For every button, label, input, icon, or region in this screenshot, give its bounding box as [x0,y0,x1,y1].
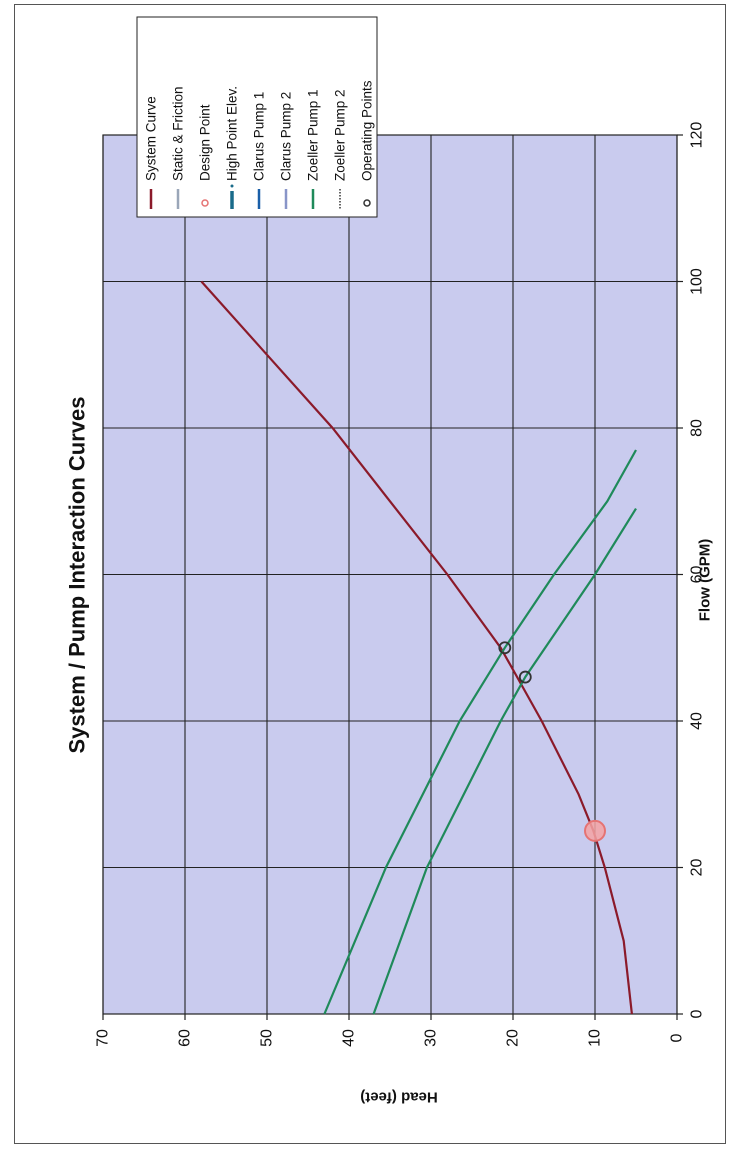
legend-symbol [230,184,234,188]
legend-symbol [363,199,371,207]
x-tick-label: 120 [689,122,706,149]
legend-label: System Curve [144,96,159,181]
series-line-zoeller-pump-1 [323,449,637,1015]
x-tick-label: 100 [689,268,706,295]
legend-label: Zoeller Pump 2 [333,89,348,181]
chart-title: System / Pump Interaction Curves [65,397,90,754]
y-tick-label: 30 [423,1029,440,1047]
legend: System Curve Static & Friction Design Poin… [136,16,378,218]
x-tick-label: 20 [689,859,706,877]
series-line-zoeller-pump-2 [372,508,637,1015]
y-tick-label: 70 [95,1029,112,1047]
legend-label: Operating Points [360,80,375,181]
series-line-system-curve [200,280,633,1015]
operating-point-marker [518,670,532,684]
x-tick-label: 40 [689,712,706,730]
chart-frame: 0 20 40 60 80 100 120 0 10 20 30 40 50 60 70 System / … [14,4,726,1144]
y-tick-label: 60 [177,1029,194,1047]
plot-area [102,134,683,1020]
chart-svg: 0 20 40 60 80 100 120 0 10 20 30 40 50 60 70 System / … [65,16,714,1106]
y-tick-label: 20 [505,1029,522,1047]
legend-label: Design Point [198,104,213,181]
legend-label: Clarus Pump 1 [252,92,267,181]
y-tick-label: 0 [669,1033,686,1042]
operating-point-marker [498,641,512,655]
legend-label: Static & Friction [171,86,186,181]
y-tick-label: 10 [587,1029,604,1047]
x-tick-label: 0 [689,1009,706,1018]
design-point-marker [584,819,606,842]
legend-box [136,16,378,218]
legend-label: High Point Elev. [225,86,240,181]
legend-label: Zoeller Pump 1 [306,89,321,181]
x-tick-label: 80 [689,419,706,437]
legend-symbol [201,199,209,207]
axis-labels: 0 20 40 60 80 100 120 0 10 20 30 40 50 60 70 [95,122,706,1047]
plot-border [102,134,678,1015]
y-axis-title: Head (feet) [360,1089,438,1106]
y-tick-label: 50 [259,1029,276,1047]
legend-label: Clarus Pump 2 [279,92,294,181]
x-tick-label: 60 [689,566,706,584]
y-tick-label: 40 [341,1029,358,1047]
x-axis-title: Flow (GPM) [697,539,714,622]
